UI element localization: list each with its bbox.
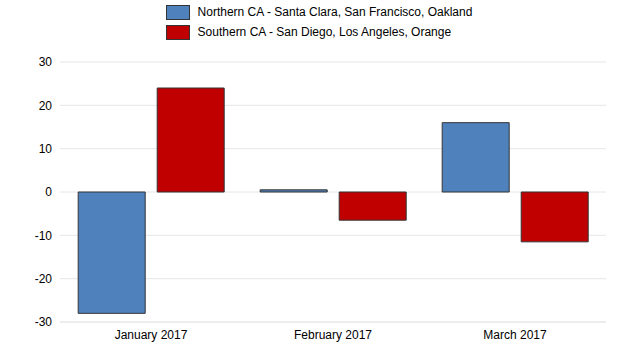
svg-text:February 2017: February 2017	[294, 328, 372, 342]
svg-text:-10: -10	[35, 229, 53, 243]
html-text:Northern CA - Santa Clara, San: Northern CA - Santa Clara, San Francisco…	[197, 5, 473, 19]
svg-text:March 2017: March 2017	[483, 328, 547, 342]
svg-text:0: 0	[45, 185, 52, 199]
svg-text:-20: -20	[35, 272, 53, 286]
svg-text:January 2017: January 2017	[115, 328, 188, 342]
html-text:Southern CA - San Diego, Los A: Southern CA - San Diego, Los Angeles, Or…	[197, 25, 452, 39]
svg-text:20: 20	[39, 99, 53, 113]
svg-text:-30: -30	[35, 315, 53, 329]
svg-text:30: 30	[39, 55, 53, 69]
svg-text:10: 10	[39, 142, 53, 156]
